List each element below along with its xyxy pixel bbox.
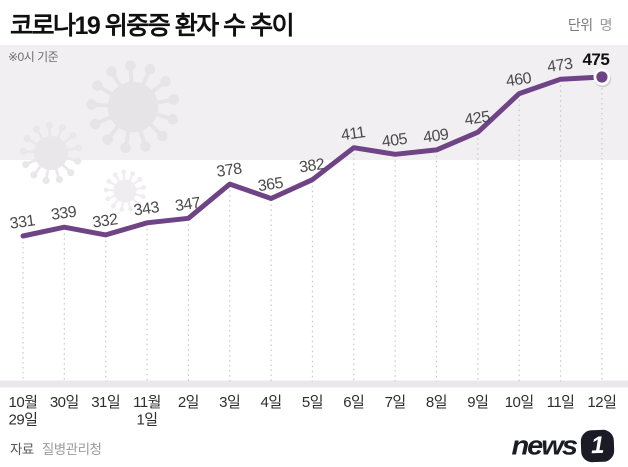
virus-icon (19, 121, 82, 185)
news1-logo-one: 1 (590, 431, 605, 460)
value-label: 409 (422, 126, 450, 146)
value-label: 332 (91, 211, 119, 231)
x-axis-label: 1일 (136, 412, 157, 429)
source-label: 자료 (10, 442, 34, 457)
unit-value: 명 (599, 17, 613, 33)
x-axis-label: 30일 (50, 394, 79, 411)
source-credit: 자료 질병관리청 (10, 438, 102, 458)
news1-logo: news 1 (511, 429, 615, 463)
x-axis-label: 6일 (343, 394, 364, 411)
value-label: 378 (215, 160, 243, 180)
value-label: 339 (50, 203, 78, 223)
x-axis-label: 2일 (178, 394, 199, 411)
value-label: 331 (9, 212, 37, 232)
value-label: 425 (464, 108, 492, 128)
x-axis-label: 12일 (587, 394, 616, 411)
page-title: 코로나19 위중증 환자 수 추이 (10, 12, 295, 40)
x-axis-label: 31일 (91, 394, 120, 411)
value-label: 347 (174, 195, 202, 215)
x-axis-label: 9일 (467, 394, 488, 411)
value-label: 460 (505, 70, 533, 90)
value-label: 343 (133, 199, 161, 219)
x-axis-label: 10일 (505, 394, 534, 411)
x-axis-label: 7일 (385, 394, 406, 411)
x-axis-label: 11일 (547, 394, 575, 411)
x-axis-label: 10월 (9, 394, 38, 411)
value-label: 365 (257, 175, 285, 195)
x-axis-label: 5일 (302, 394, 323, 411)
x-axis-label: 11월 (133, 394, 161, 411)
data-point-marker (596, 71, 608, 83)
news1-logo-badge-icon: 1 (580, 429, 615, 463)
value-label: 405 (381, 131, 409, 151)
value-label-latest: 475 (582, 50, 609, 69)
virus-icon (86, 60, 179, 154)
x-axis-label: 4일 (261, 394, 282, 411)
x-axis-label: 8일 (426, 394, 447, 411)
value-label: 382 (298, 156, 326, 176)
unit-label: 단위 (567, 17, 593, 33)
news1-logo-text: news (511, 431, 578, 461)
value-label: 411 (340, 124, 367, 144)
x-axis-label: 29일 (9, 412, 38, 429)
x-axis-label: 3일 (219, 394, 240, 411)
unit-note: 단위 명 (567, 15, 613, 35)
virus-icon (103, 169, 146, 213)
value-label: 473 (546, 55, 574, 75)
basis-note: ※0시 기준 (8, 50, 59, 64)
source-value: 질병관리청 (41, 442, 102, 457)
trend-line (20, 74, 605, 239)
x-axis-band (0, 380, 628, 388)
